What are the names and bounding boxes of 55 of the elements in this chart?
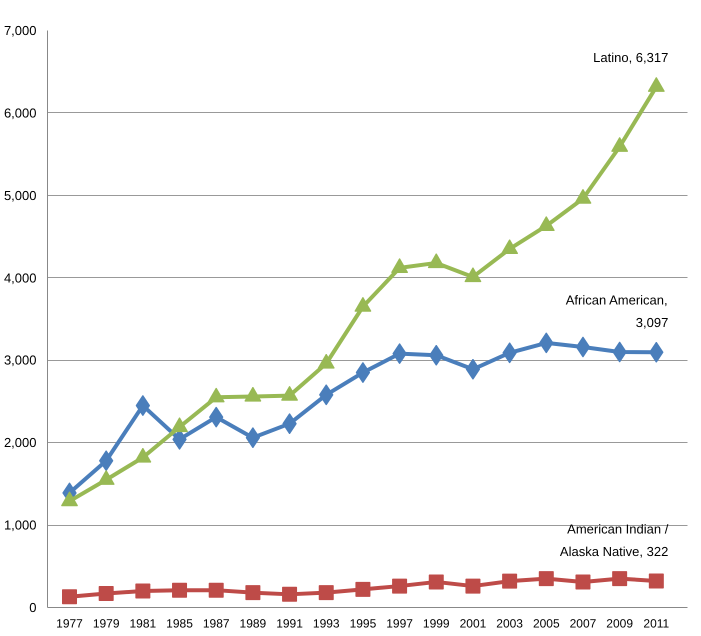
- point: [574, 188, 592, 204]
- x-tick-label: 1999: [422, 616, 450, 630]
- x-tick-label: 2005: [532, 616, 560, 630]
- x-tick-label: 2003: [496, 616, 524, 630]
- point: [612, 571, 628, 586]
- point: [62, 589, 78, 604]
- x-tick-label: 2007: [570, 616, 597, 630]
- y-tick-label: 5,000: [4, 188, 37, 203]
- point: [648, 573, 664, 588]
- point: [135, 584, 150, 599]
- y-tick-label: 0: [29, 600, 37, 615]
- point: [648, 77, 665, 92]
- x-tick-label: 2009: [606, 616, 634, 630]
- y-tick-label: 6,000: [4, 105, 37, 120]
- point: [611, 136, 628, 152]
- point: [98, 586, 114, 601]
- x-tick-label: 1991: [276, 616, 304, 630]
- point: [245, 585, 260, 600]
- x-tick-label: 1979: [92, 616, 120, 630]
- y-tick-label: 2,000: [4, 435, 37, 450]
- point: [392, 578, 408, 594]
- x-tick-label: 1981: [130, 616, 157, 630]
- point: [428, 253, 445, 268]
- point: [208, 582, 224, 598]
- point: [428, 574, 444, 590]
- annotation: African American, 3,097: [566, 292, 668, 330]
- point: [318, 585, 334, 600]
- x-tick-label: 1997: [386, 616, 414, 630]
- x-tick-label: 1995: [350, 616, 377, 630]
- point: [502, 574, 518, 589]
- y-tick-label: 4,000: [4, 270, 37, 286]
- point: [465, 578, 480, 594]
- point: [501, 239, 518, 254]
- annotation: American Indian / Alaska Native, 322: [560, 521, 669, 559]
- x-tick-label: 1989: [240, 616, 267, 630]
- point: [318, 354, 335, 369]
- x-tick-label: 2001: [460, 616, 487, 630]
- x-tick-label: 1985: [166, 616, 194, 630]
- point: [464, 267, 482, 282]
- x-tick-label: 1977: [56, 616, 84, 630]
- y-tick-label: 7,000: [4, 23, 37, 38]
- x-tick-label: 2011: [643, 616, 670, 630]
- point: [391, 258, 408, 274]
- point: [355, 582, 370, 597]
- annotation: Latino, 6,317: [593, 50, 668, 65]
- y-tick-label: 1,000: [4, 518, 37, 533]
- point: [282, 586, 298, 602]
- x-tick-label: 1987: [202, 616, 230, 630]
- point: [172, 582, 188, 598]
- point: [575, 574, 590, 590]
- point: [354, 296, 372, 312]
- y-tick-label: 3,000: [4, 352, 37, 368]
- point: [538, 571, 554, 586]
- x-tick-label: 1993: [312, 616, 340, 630]
- point: [538, 216, 555, 231]
